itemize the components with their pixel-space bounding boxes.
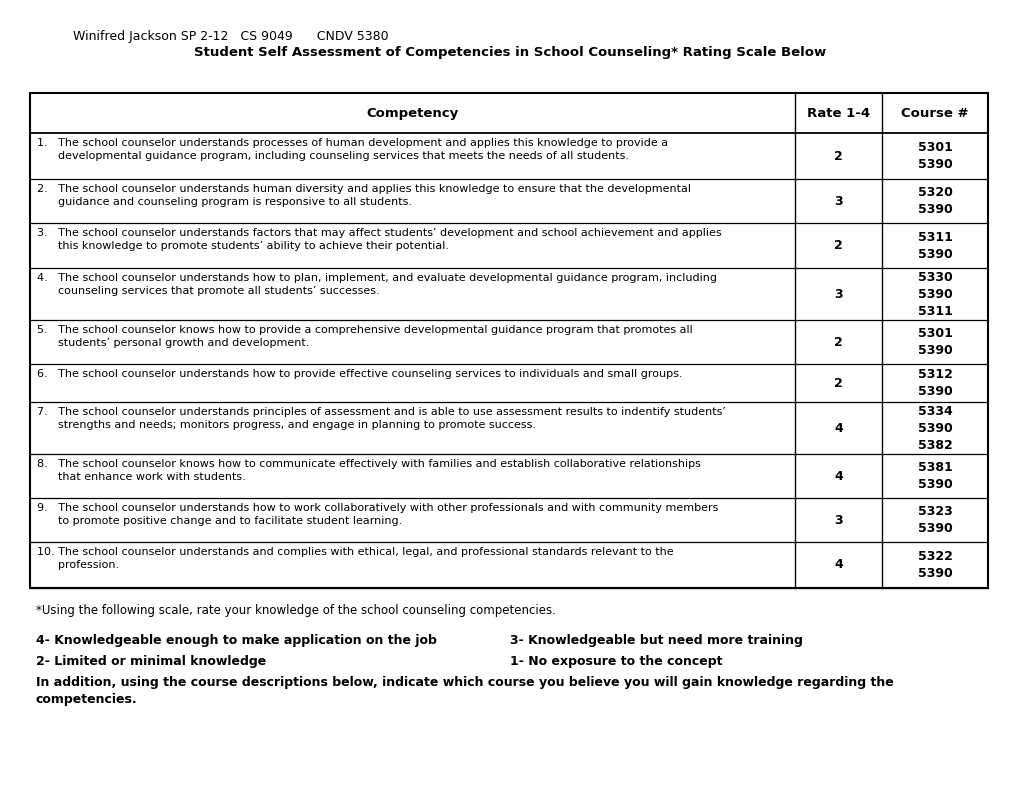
Text: Rate 1-4: Rate 1-4 xyxy=(806,106,869,120)
Text: 4- Knowledgeable enough to make application on the job: 4- Knowledgeable enough to make applicat… xyxy=(36,634,436,647)
Text: 2.   The school counselor understands human diversity and applies this knowledge: 2. The school counselor understands huma… xyxy=(37,184,690,206)
Text: *Using the following scale, rate your knowledge of the school counseling compete: *Using the following scale, rate your kn… xyxy=(36,604,555,617)
Text: 5.   The school counselor knows how to provide a comprehensive developmental gui: 5. The school counselor knows how to pro… xyxy=(37,325,692,348)
Text: 1.   The school counselor understands processes of human development and applies: 1. The school counselor understands proc… xyxy=(37,138,667,161)
Text: Course #: Course # xyxy=(901,106,968,120)
Text: 5330
5390
5311: 5330 5390 5311 xyxy=(917,270,952,318)
Text: 6.   The school counselor understands how to provide effective counseling servic: 6. The school counselor understands how … xyxy=(37,369,682,379)
Text: 5381
5390: 5381 5390 xyxy=(917,461,952,491)
Text: 3: 3 xyxy=(834,514,842,526)
Text: 5311
5390: 5311 5390 xyxy=(917,231,952,261)
Text: 2: 2 xyxy=(834,150,842,162)
Text: 2: 2 xyxy=(834,377,842,389)
Text: 4.   The school counselor understands how to plan, implement, and evaluate devel: 4. The school counselor understands how … xyxy=(37,273,716,296)
Text: 1- No exposure to the concept: 1- No exposure to the concept xyxy=(510,655,721,668)
Text: 5312
5390: 5312 5390 xyxy=(917,368,952,398)
Text: 2: 2 xyxy=(834,239,842,252)
Text: 5301
5390: 5301 5390 xyxy=(917,327,952,357)
Text: 10. The school counselor understands and complies with ethical, legal, and profe: 10. The school counselor understands and… xyxy=(37,547,673,570)
Text: 2: 2 xyxy=(834,336,842,348)
Text: 5301
5390: 5301 5390 xyxy=(917,141,952,171)
Text: 3- Knowledgeable but need more training: 3- Knowledgeable but need more training xyxy=(510,634,802,647)
Text: 3.   The school counselor understands factors that may affect students’ developm: 3. The school counselor understands fact… xyxy=(37,228,720,251)
Text: 5323
5390: 5323 5390 xyxy=(917,505,952,535)
Text: 5320
5390: 5320 5390 xyxy=(917,186,952,216)
Text: In addition, using the course descriptions below, indicate which course you beli: In addition, using the course descriptio… xyxy=(36,676,893,705)
Text: 3: 3 xyxy=(834,195,842,207)
Text: 5334
5390
5382: 5334 5390 5382 xyxy=(917,404,952,452)
Text: 4: 4 xyxy=(834,422,842,434)
Text: 7.   The school counselor understands principles of assessment and is able to us: 7. The school counselor understands prin… xyxy=(37,407,726,429)
Text: 3: 3 xyxy=(834,288,842,300)
Text: 2- Limited or minimal knowledge: 2- Limited or minimal knowledge xyxy=(36,655,266,668)
Text: 4: 4 xyxy=(834,470,842,482)
Text: Student Self Assessment of Competencies in School Counseling* Rating Scale Below: Student Self Assessment of Competencies … xyxy=(194,46,825,59)
Text: 4: 4 xyxy=(834,559,842,571)
Text: Winifred Jackson SP 2-12   CS 9049      CNDV 5380: Winifred Jackson SP 2-12 CS 9049 CNDV 53… xyxy=(73,30,388,43)
Text: 5322
5390: 5322 5390 xyxy=(917,550,952,580)
Text: Competency: Competency xyxy=(366,106,459,120)
Text: 8.   The school counselor knows how to communicate effectively with families and: 8. The school counselor knows how to com… xyxy=(37,459,700,481)
Text: 9.   The school counselor understands how to work collaboratively with other pro: 9. The school counselor understands how … xyxy=(37,503,717,526)
Bar xyxy=(30,93,987,588)
